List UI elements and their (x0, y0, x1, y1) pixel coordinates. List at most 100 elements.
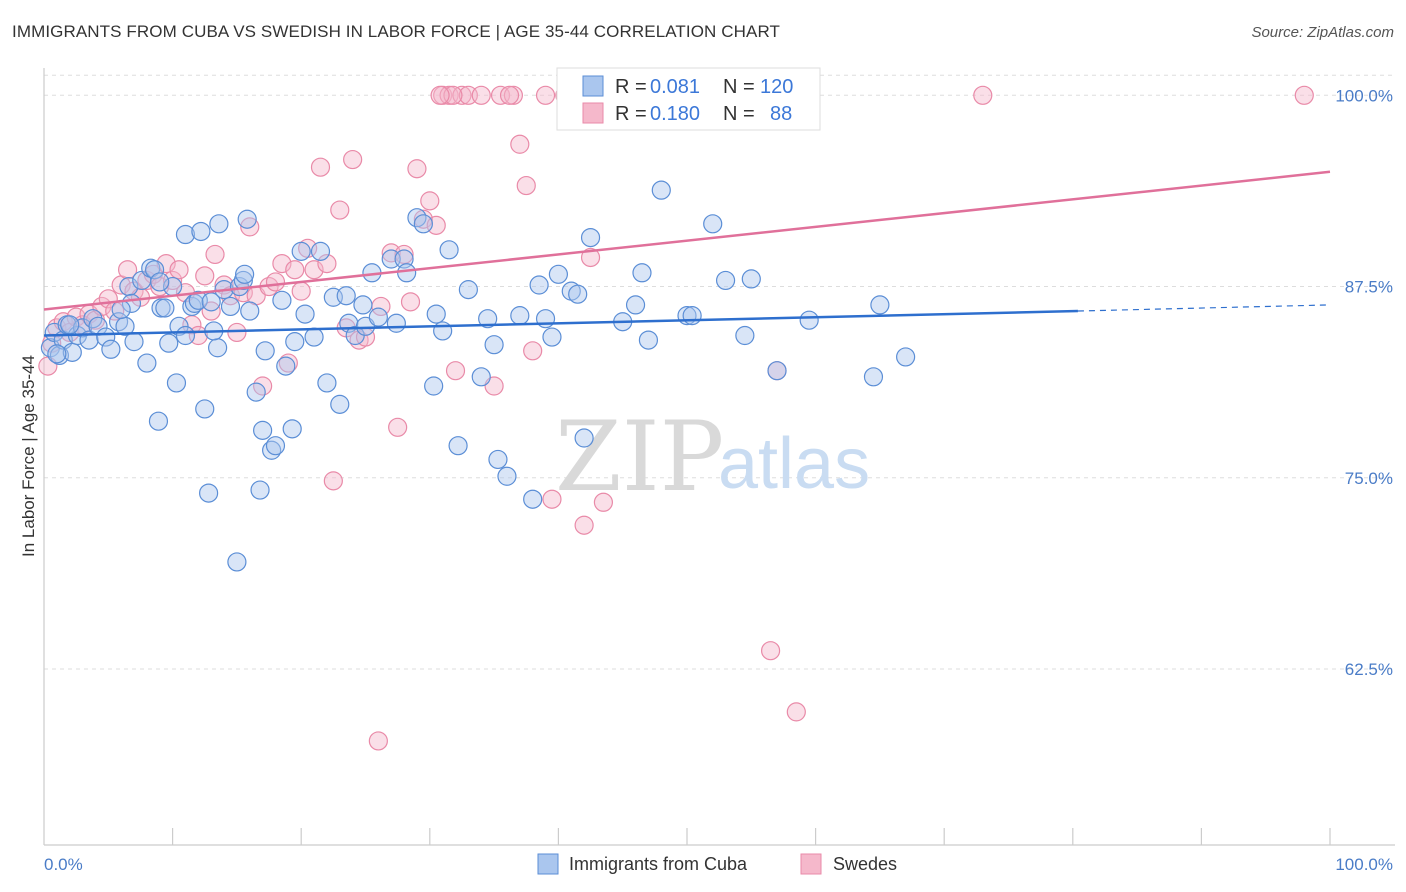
cuba-point (220, 296, 241, 317)
cuba-point (199, 483, 219, 503)
swedes-point (593, 492, 614, 512)
cuba-point (240, 301, 260, 321)
legend-n-value-swedes: 88 (770, 103, 792, 125)
legend-r-value-cuba: 0.081 (650, 76, 700, 98)
cuba-point (488, 449, 508, 470)
legend-swatch-cuba (582, 75, 604, 97)
cuba-point (233, 270, 253, 291)
cuba-point (227, 552, 247, 572)
trend-lines (43, 170, 1331, 337)
swedes-point (400, 292, 421, 312)
cuba-point (767, 361, 787, 381)
swedes-point (117, 260, 138, 280)
cuba-point (497, 466, 517, 486)
watermark: ZIP atlas (555, 401, 870, 513)
cuba-point (155, 298, 175, 318)
cuba-point (317, 373, 337, 393)
chart-source: Source: ZipAtlas.com (1251, 24, 1394, 41)
y-axis-label: In Labor Force | Age 35-44 (19, 355, 38, 557)
cuba-point (330, 394, 350, 414)
swedes-point (523, 341, 543, 361)
cuba-point (651, 180, 671, 200)
legend-n-label-cuba: N = (723, 76, 755, 98)
legend-n-value-cuba: 120 (760, 76, 793, 98)
cuba-point (237, 209, 257, 229)
cuba-point (397, 263, 417, 283)
cuba-point (253, 420, 273, 440)
swedes-point (445, 361, 466, 381)
swedes-point (285, 260, 305, 280)
cuba-point (101, 339, 121, 359)
cuba-point (625, 295, 646, 315)
cuba-point (304, 327, 324, 347)
swedes-point (580, 247, 601, 268)
cuba-point (336, 286, 356, 306)
cuba-point (353, 295, 373, 315)
cuba-point (715, 270, 736, 291)
cuba-point (47, 344, 67, 364)
cuba-point (682, 306, 702, 326)
cuba-point (282, 419, 302, 439)
swedes-point (310, 157, 331, 177)
y-tick-label: 87.5% (1345, 278, 1393, 297)
bottom-legend-label-swedes: Swedes (833, 854, 897, 874)
cuba-point (548, 264, 569, 284)
swedes-point (516, 175, 536, 196)
swedes-point (195, 266, 215, 286)
bottom-legend-swatch-cuba (537, 853, 559, 875)
cuba-point (741, 269, 761, 289)
bottom-legend-swatch-swedes (800, 853, 822, 875)
chart-title: IMMIGRANTS FROM CUBA VS SWEDISH IN LABOR… (12, 22, 781, 41)
cuba-point (529, 275, 549, 295)
swedes-point (510, 134, 530, 154)
bottom-legend: Immigrants from Cuba Swedes (537, 853, 897, 875)
cuba-point (175, 325, 196, 346)
cuba-point (291, 241, 311, 261)
legend-r-label-swedes: R = (615, 103, 647, 125)
cuba-point (863, 367, 884, 387)
cuba-point (632, 263, 652, 283)
swedes-point (574, 515, 594, 535)
cuba-point (735, 325, 755, 346)
legend-swatch-swedes (582, 102, 604, 124)
cuba-point (150, 272, 170, 292)
swedes-point (169, 260, 189, 280)
cuba-point (542, 327, 562, 347)
cuba-point (144, 260, 165, 280)
cuba-point (96, 327, 116, 347)
swedes-point (542, 489, 562, 509)
y-tick-label: 100.0% (1335, 86, 1393, 105)
cuba-point (235, 264, 255, 284)
cuba-point (580, 227, 601, 248)
cuba-point (159, 333, 179, 353)
watermark-atlas: atlas (718, 424, 870, 504)
cuba-point (310, 241, 331, 261)
cuba-point (285, 332, 305, 352)
cuba-point (272, 290, 292, 310)
grid-lines (44, 74, 1395, 670)
cuba-point (510, 306, 530, 326)
cuba-point (413, 214, 433, 234)
cuba-point (368, 307, 388, 327)
x-tick-label-min: 0.0% (44, 855, 83, 874)
swedes-point (265, 272, 286, 292)
cuba-trend-line (43, 309, 1078, 337)
legend-r-label-cuba: R = (615, 76, 647, 98)
cuba-point (175, 224, 196, 245)
cuba-point (255, 341, 275, 361)
swedes-point (323, 471, 343, 491)
cuba-point (276, 356, 296, 376)
cuba-point (137, 353, 157, 373)
cuba-point (638, 330, 659, 350)
cuba-point (166, 373, 187, 393)
cuba-point (433, 321, 453, 341)
cuba-trend-extension (1077, 304, 1331, 312)
cuba-point (799, 310, 819, 330)
swedes-point (420, 191, 440, 211)
cuba-point (484, 335, 504, 355)
swedes-point (407, 159, 427, 179)
swedes-point (760, 641, 781, 661)
swedes-point (368, 731, 388, 751)
cuba-point (424, 376, 444, 396)
cuba-point (471, 367, 491, 387)
